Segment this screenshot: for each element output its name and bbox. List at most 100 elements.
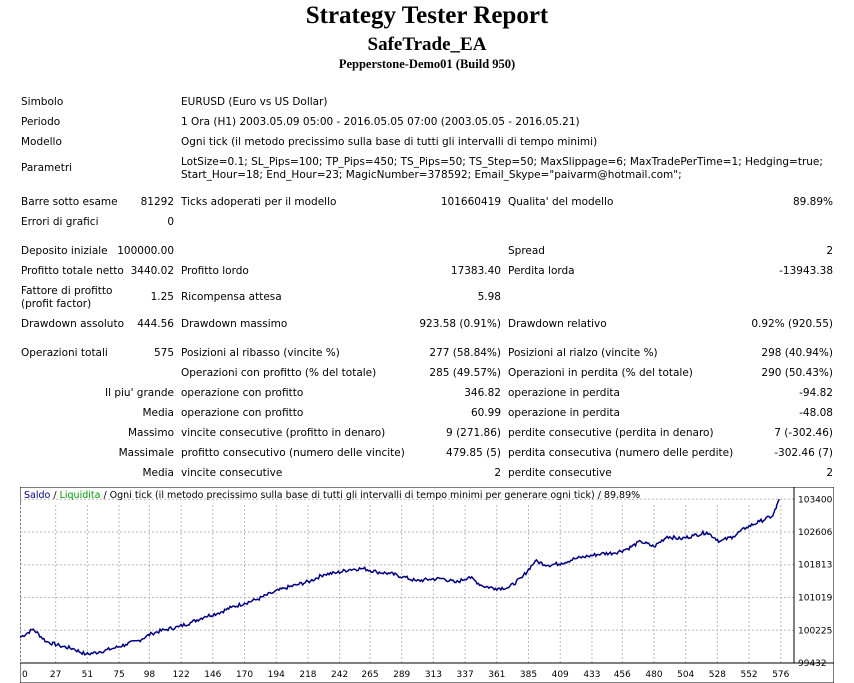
x-tick-label: 75 bbox=[113, 670, 124, 680]
period-value: 1 Ora (H1) 2003.05.09 05:00 - 2016.05.05… bbox=[181, 116, 580, 128]
errors-label: Errori di grafici bbox=[21, 216, 99, 228]
average-consecutive-label: Media bbox=[142, 467, 174, 479]
avg-wins-label: vincite consecutive bbox=[181, 467, 283, 479]
deposit-value: 100000.00 bbox=[117, 245, 174, 257]
short-value: 277 (58.84%) bbox=[429, 347, 501, 359]
spread-value: 2 bbox=[826, 245, 833, 257]
x-tick-label: 576 bbox=[772, 670, 789, 680]
x-tick-label: 361 bbox=[488, 670, 505, 680]
legend-balance: Saldo bbox=[24, 490, 51, 501]
params-label: Parametri bbox=[21, 162, 73, 174]
long-value: 298 (40.94%) bbox=[761, 347, 833, 359]
model-label: Modello bbox=[21, 136, 62, 148]
gross-loss-value: -13943.38 bbox=[779, 265, 833, 277]
x-tick-label: 289 bbox=[393, 670, 410, 680]
net-profit-label: Profitto totale netto bbox=[21, 265, 124, 277]
avg-profit-value: 60.99 bbox=[470, 407, 501, 419]
max-losses-label: perdite consecutive (perdita in denaro) bbox=[508, 427, 714, 439]
avg-losses-value: 2 bbox=[826, 467, 833, 479]
largest-loss-value: -94.82 bbox=[799, 387, 833, 399]
balance-series-line bbox=[20, 498, 781, 656]
x-tick-label: 242 bbox=[331, 670, 348, 680]
max-wins-label: vincite consecutive (profitto in denaro) bbox=[181, 427, 386, 439]
spread-label: Spread bbox=[508, 245, 545, 257]
average-label: Media bbox=[142, 407, 174, 419]
dd-max-value: 923.58 (0.91%) bbox=[419, 318, 501, 330]
params-line-1: LotSize=0.1; SL_Pips=100; TP_Pips=450; T… bbox=[181, 156, 823, 168]
y-tick-label: 101813 bbox=[798, 561, 832, 571]
x-tick-label: 265 bbox=[361, 670, 378, 680]
avg-profit-label: operazione con profitto bbox=[181, 407, 304, 419]
bars-value: 81292 bbox=[140, 196, 174, 208]
ticks-label: Ticks adoperati per il modello bbox=[181, 196, 337, 208]
y-tick-label: 103400 bbox=[798, 495, 833, 505]
x-tick-label: 456 bbox=[614, 670, 631, 680]
x-tick-label: 385 bbox=[520, 670, 537, 680]
avg-loss-label: operazione in perdita bbox=[508, 407, 620, 419]
avg-losses-label: perdite consecutive bbox=[508, 467, 612, 479]
legend-equity: Liquidita bbox=[60, 490, 101, 501]
avg-wins-value: 2 bbox=[494, 467, 501, 479]
dd-rel-label: Drawdown relativo bbox=[508, 318, 607, 330]
gross-loss-label: Perdita lorda bbox=[508, 265, 575, 277]
x-tick-label: 337 bbox=[457, 670, 474, 680]
x-tick-label: 170 bbox=[236, 670, 253, 680]
server-name: Pepperstone-Demo01 (Build 950) bbox=[338, 57, 516, 71]
chart-legend: Saldo / Liquidita / Ogni tick (il metodo… bbox=[24, 490, 640, 501]
maximal-profit-value: 479.85 (5) bbox=[446, 447, 501, 459]
x-tick-label: 552 bbox=[740, 670, 757, 680]
expert-name: SafeTrade_EA bbox=[367, 34, 487, 55]
x-tick-label: 27 bbox=[50, 670, 61, 680]
max-losses-value: 7 (-302.46) bbox=[774, 427, 833, 439]
legend-description: / Ogni tick (il metodo precissimo sulla … bbox=[100, 490, 640, 501]
maximal-loss-label: perdita consecutiva (numero delle perdit… bbox=[508, 447, 734, 459]
dd-abs-label: Drawdown assoluto bbox=[21, 318, 125, 330]
x-tick-label: 433 bbox=[583, 670, 600, 680]
maximal-loss-value: -302.46 (7) bbox=[774, 447, 833, 459]
report-title: Strategy Tester Report bbox=[305, 2, 549, 29]
x-tick-label: 51 bbox=[82, 670, 93, 680]
x-tick-label: 0 bbox=[22, 670, 28, 680]
profit-factor-value: 1.25 bbox=[150, 291, 174, 303]
maximal-label: Massimale bbox=[118, 447, 174, 459]
long-label: Posizioni al rialzo (vincite %) bbox=[508, 347, 658, 359]
bars-label: Barre sotto esame bbox=[21, 196, 118, 208]
x-tick-label: 194 bbox=[268, 670, 285, 680]
x-tick-label: 480 bbox=[645, 670, 662, 680]
short-label: Posizioni al ribasso (vincite %) bbox=[181, 347, 340, 359]
profit-trades-value: 285 (49.57%) bbox=[429, 367, 501, 379]
balance-chart: 99432 100225 101019 101813 102606 103400 0 27 5… bbox=[20, 487, 834, 683]
y-tick-label: 99432 bbox=[798, 659, 827, 669]
gross-profit-value: 17383.40 bbox=[450, 265, 501, 277]
x-tick-label: 146 bbox=[204, 670, 221, 680]
model-value: Ogni tick (il metodo precissimo sulla ba… bbox=[181, 136, 598, 148]
x-tick-label: 504 bbox=[677, 670, 694, 680]
symbol-label: Simbolo bbox=[21, 96, 64, 108]
loss-trades-label: Operazioni in perdita (% del totale) bbox=[508, 367, 693, 379]
deposit-label: Deposito iniziale bbox=[21, 245, 108, 257]
loss-trades-value: 290 (50.43%) bbox=[761, 367, 833, 379]
largest-loss-label: operazione in perdita bbox=[508, 387, 620, 399]
expected-payoff-value: 5.98 bbox=[477, 291, 501, 303]
gross-profit-label: Profitto lordo bbox=[181, 265, 249, 277]
dd-rel-value: 0.92% (920.55) bbox=[751, 318, 833, 330]
largest-profit-value: 346.82 bbox=[464, 387, 501, 399]
x-axis-ticks: 0 27 51 75 98 122 146 170 194 218 242 265 289 313 337 3… bbox=[22, 670, 790, 680]
y-tick-label: 102606 bbox=[798, 528, 833, 538]
x-tick-label: 313 bbox=[425, 670, 442, 680]
maximal-profit-label: profitto consecutivo (numero delle vinci… bbox=[181, 447, 405, 459]
net-profit-value: 3440.02 bbox=[130, 265, 174, 277]
largest-label: Il piu' grande bbox=[104, 387, 174, 399]
errors-value: 0 bbox=[167, 216, 174, 228]
avg-loss-value: -48.08 bbox=[799, 407, 833, 419]
trades-value: 575 bbox=[153, 347, 174, 359]
params-line-2: Start_Hour=18; End_Hour=23; MagicNumber=… bbox=[181, 169, 682, 181]
quality-value: 89.89% bbox=[792, 196, 833, 208]
dd-max-label: Drawdown massimo bbox=[181, 318, 288, 330]
dd-abs-value: 444.56 bbox=[137, 318, 174, 330]
profit-trades-label: Operazioni con profitto (% del totale) bbox=[181, 367, 377, 379]
ticks-value: 101660419 bbox=[440, 196, 501, 208]
quality-label: Qualita' del modello bbox=[508, 196, 614, 208]
x-tick-label: 218 bbox=[299, 670, 316, 680]
x-tick-label: 409 bbox=[552, 670, 569, 680]
